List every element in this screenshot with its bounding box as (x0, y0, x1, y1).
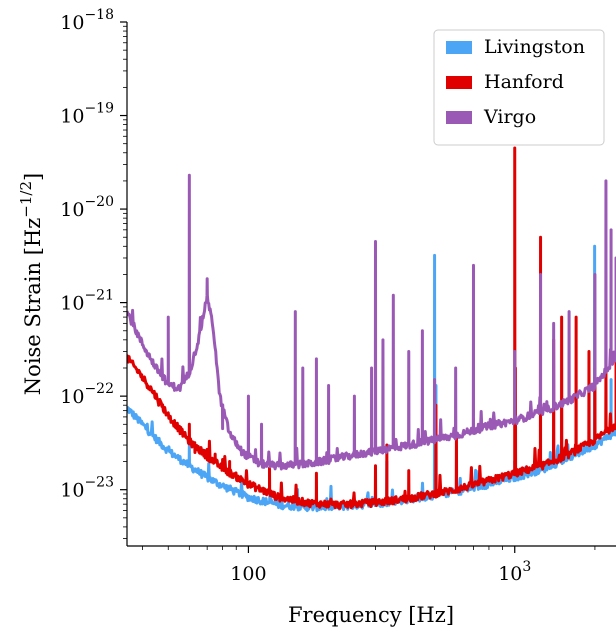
y-axis-title: Noise Strain [Hz−1/2] (17, 173, 45, 395)
series-layer (127, 146, 616, 513)
x-tick-label: 100 (230, 563, 266, 585)
y-tick-label: 10−18 (60, 7, 114, 34)
series-line-virgo (127, 173, 616, 471)
y-tick-label: 10−20 (60, 194, 114, 221)
legend-swatch-virgo (446, 111, 472, 124)
axes (126, 22, 616, 547)
legend-label-virgo: Virgo (483, 106, 536, 128)
legend-label-livingston: Livingston (484, 36, 585, 58)
legend: Livingston Hanford Virgo (433, 29, 605, 146)
series-line-hanford (127, 146, 616, 510)
y-tick-label: 10−23 (60, 475, 114, 502)
legend-frame (433, 29, 605, 146)
y-tick-label: 10−22 (60, 381, 114, 408)
legend-swatch-livingston (446, 41, 472, 54)
legend-swatch-hanford (446, 76, 472, 89)
legend-label-hanford: Hanford (484, 71, 564, 93)
y-tick-label: 10−19 (60, 101, 114, 128)
x-tick-label: 103 (498, 559, 531, 585)
x-axis-title: Frequency [Hz] (288, 603, 454, 627)
ticks: 100 103 10−23 10−22 10−21 10−20 10−19 10−18 (60, 7, 596, 585)
y-tick-label: 10−21 (60, 288, 114, 315)
